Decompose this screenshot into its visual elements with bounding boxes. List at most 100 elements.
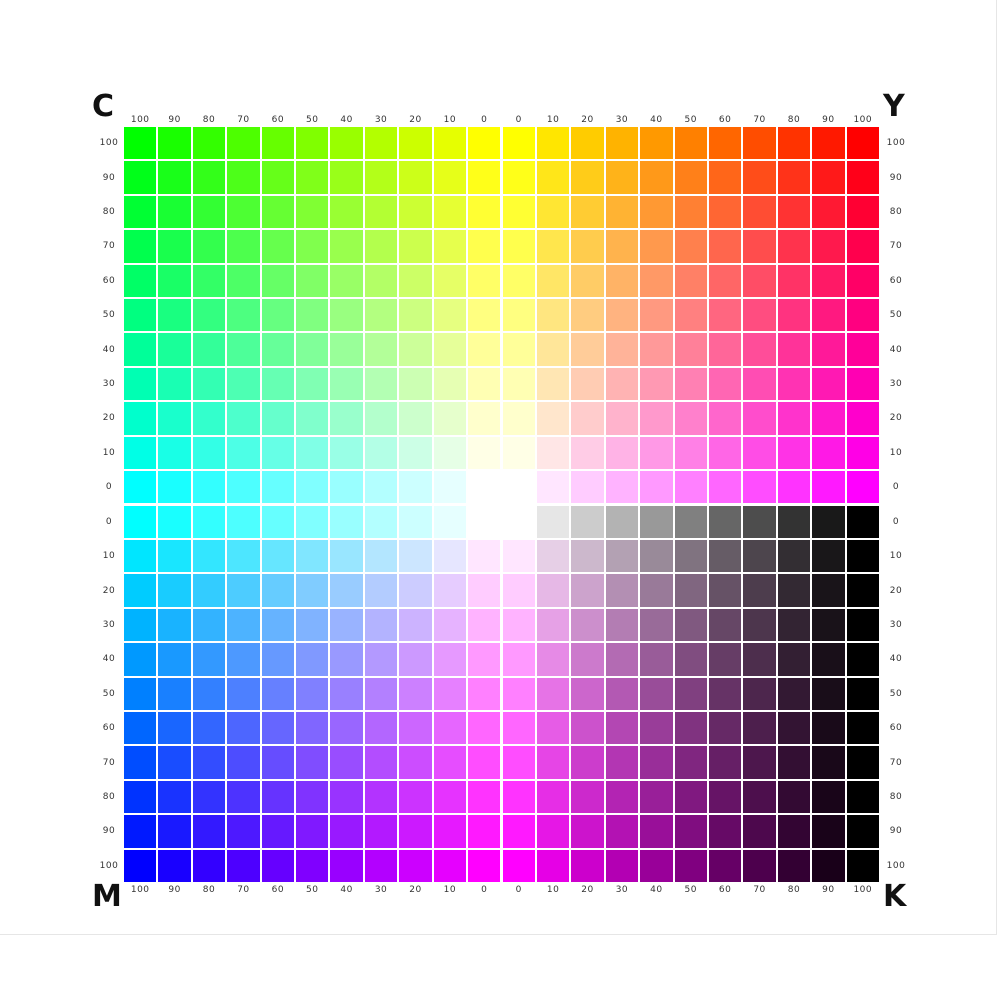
color-cell: [330, 815, 363, 848]
color-cell: [124, 436, 157, 470]
column-tick-top: 60: [718, 115, 732, 125]
row-tick-left: 100: [99, 138, 119, 149]
column-tick-bottom: 70: [237, 885, 250, 895]
color-cell: [158, 230, 191, 263]
color-cell: [399, 230, 432, 263]
color-cell: [812, 333, 845, 366]
color-cell: [777, 333, 811, 366]
color-cell: [502, 195, 535, 229]
color-cell: [812, 815, 845, 848]
row-tick-right: 40: [889, 344, 903, 355]
color-cell: [674, 849, 707, 882]
color-cell: [399, 539, 432, 573]
color-cell: [708, 677, 742, 710]
color-cell: [640, 815, 673, 848]
color-cell: [124, 195, 157, 229]
corner-label-m: M: [92, 879, 122, 914]
column-tick-top: 70: [753, 115, 766, 125]
color-cell: [846, 230, 879, 263]
color-cell: [502, 367, 535, 401]
color-cell: [812, 195, 845, 229]
color-cell: [640, 161, 673, 194]
color-cell: [330, 539, 363, 573]
color-cell: [330, 195, 363, 229]
color-cell: [536, 608, 570, 642]
color-cell: [227, 780, 260, 814]
color-cell: [227, 161, 260, 194]
color-cell: [433, 402, 467, 435]
color-cell: [536, 402, 570, 435]
color-cell: [296, 471, 329, 504]
color-cell: [674, 608, 707, 642]
color-cell: [674, 471, 707, 504]
color-cell: [296, 815, 329, 848]
color-cell: [640, 299, 673, 332]
color-cell: [812, 367, 845, 401]
color-cell: [227, 436, 260, 470]
color-cell: [261, 746, 295, 779]
color-cell: [158, 539, 191, 573]
color-cell: [158, 333, 191, 366]
color-cell: [640, 402, 673, 435]
color-cell: [536, 780, 570, 814]
color-cell: [364, 711, 398, 745]
row-tick-left: 50: [102, 310, 116, 321]
color-cell: [640, 367, 673, 401]
color-cell: [399, 367, 432, 401]
color-cell: [399, 608, 432, 642]
color-cell: [674, 436, 707, 470]
color-cell: [227, 711, 260, 745]
color-cell: [124, 746, 157, 779]
color-cell: [536, 677, 570, 710]
color-cell: [433, 608, 467, 642]
color-cell: [330, 643, 363, 676]
color-cell: [192, 127, 226, 160]
color-cell: [330, 746, 363, 779]
color-cell: [674, 161, 707, 194]
color-cell: [158, 574, 191, 607]
color-cell: [468, 299, 501, 332]
column-tick-top: 20: [409, 115, 422, 125]
color-cell: [743, 471, 776, 504]
color-cell: [743, 436, 776, 470]
column-tick-bottom: 80: [202, 885, 216, 895]
color-cell: [399, 436, 432, 470]
color-cell: [364, 539, 398, 573]
color-cell: [296, 299, 329, 332]
color-cell: [640, 643, 673, 676]
color-cell: [777, 436, 811, 470]
color-cell: [536, 574, 570, 607]
color-cell: [640, 608, 673, 642]
color-cell: [743, 299, 776, 332]
corner-label-k: K: [883, 879, 907, 914]
color-cell: [468, 402, 501, 435]
color-cell: [261, 574, 295, 607]
color-cell: [192, 711, 226, 745]
color-cell: [364, 230, 398, 263]
color-cell: [846, 643, 879, 676]
color-cell: [192, 367, 226, 401]
column-tick-bottom: 60: [718, 885, 732, 895]
color-cell: [743, 127, 776, 160]
color-cell: [812, 436, 845, 470]
column-tick-top: 20: [581, 115, 594, 125]
column-tick-top: 30: [374, 115, 388, 125]
color-cell: [433, 367, 467, 401]
color-cell: [846, 505, 879, 538]
color-cell: [227, 643, 260, 676]
row-tick-right: 50: [889, 688, 903, 699]
color-cell: [605, 643, 639, 676]
color-cell: [605, 505, 639, 538]
color-cell: [158, 264, 191, 298]
color-cell: [777, 539, 811, 573]
color-cell: [399, 574, 432, 607]
color-cell: [468, 264, 501, 298]
color-cell: [777, 746, 811, 779]
color-cell: [227, 195, 260, 229]
color-cell: [468, 608, 501, 642]
column-tick-top: 0: [481, 115, 488, 125]
color-cell: [468, 574, 501, 607]
color-cell: [330, 608, 363, 642]
color-cell: [536, 436, 570, 470]
color-cell: [536, 195, 570, 229]
